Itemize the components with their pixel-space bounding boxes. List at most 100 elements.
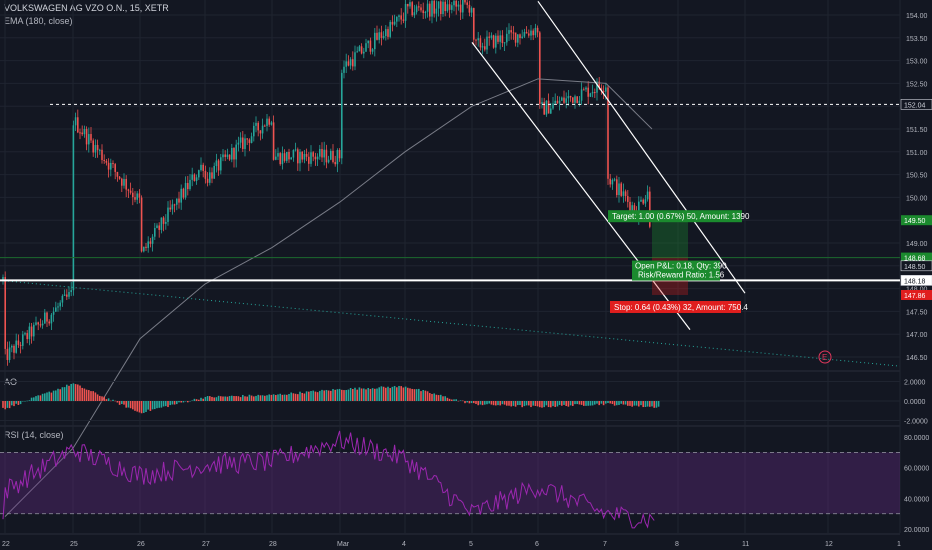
ao-bar — [114, 400, 116, 402]
ao-bar — [567, 401, 570, 407]
candle-body — [59, 302, 61, 307]
target-label-box — [608, 210, 742, 223]
candle-body — [15, 340, 17, 353]
y-tick-label: 147.50 — [906, 309, 928, 316]
ao-bar — [433, 393, 435, 401]
candle-body — [437, 1, 440, 9]
rsi-tick-label: 80.0000 — [904, 435, 929, 442]
candle-body — [611, 179, 614, 185]
ao-bar — [275, 394, 277, 401]
candle-body — [530, 30, 532, 36]
candle-body — [191, 174, 193, 180]
ao-bar — [508, 401, 510, 406]
candle-body — [70, 290, 72, 293]
candle-body — [138, 193, 141, 198]
ao-bar — [270, 394, 273, 401]
candle-body — [473, 8, 475, 40]
ao-bar — [358, 387, 361, 401]
ao-bar — [63, 387, 66, 401]
candle-body — [565, 98, 567, 103]
candle-body — [492, 35, 495, 48]
ao-bar — [94, 392, 97, 401]
candle-body — [66, 294, 68, 297]
candle-body — [279, 153, 281, 165]
candle-body — [79, 132, 81, 134]
ao-bar — [442, 396, 444, 401]
ao-bar — [521, 401, 523, 408]
candle-body — [517, 34, 519, 43]
ao-bar — [583, 401, 585, 406]
candle-body — [380, 32, 383, 38]
candle-body — [26, 333, 28, 340]
ao-bar — [217, 395, 220, 401]
ao-bar — [420, 391, 422, 401]
ao-bar — [591, 401, 594, 406]
ao-bar — [495, 401, 497, 406]
ao-bar — [184, 401, 187, 402]
ao-bar — [510, 401, 512, 407]
candle-body — [602, 90, 605, 92]
candle-body — [96, 144, 99, 151]
x-tick-label: 11 — [742, 541, 749, 548]
ao-bar — [411, 388, 413, 401]
ao-bar — [169, 401, 171, 406]
candle-body — [132, 192, 134, 198]
symbol-title[interactable]: VOLKSWAGEN AG VZO O.N., 15, XETR — [4, 3, 169, 13]
candle-body — [125, 179, 127, 190]
price-label: 148.68 — [904, 256, 926, 263]
ao-bar — [206, 396, 209, 401]
y-tick-label: 149.00 — [906, 241, 928, 248]
candle-body — [253, 125, 255, 137]
ao-bar — [613, 401, 616, 406]
candle-body — [105, 160, 108, 163]
candle-body — [510, 30, 512, 33]
candle-body — [501, 35, 504, 44]
ao-bar — [446, 397, 449, 401]
ao-bar — [79, 385, 81, 401]
candle-body — [330, 150, 332, 160]
ao-bar — [503, 401, 506, 405]
ao-bar — [462, 400, 464, 402]
ao-bar — [257, 394, 259, 401]
ao-bar — [46, 392, 48, 401]
ao-bar — [365, 389, 367, 401]
ao-bar — [620, 401, 622, 404]
ao-bar — [655, 401, 658, 408]
ema-legend[interactable]: EMA (180, close) — [4, 16, 73, 26]
candle-body — [121, 178, 123, 186]
ao-bar — [519, 401, 521, 406]
ao-bar — [303, 393, 306, 401]
candle-body — [521, 36, 523, 38]
candle-body — [180, 188, 182, 203]
ao-bar — [404, 386, 407, 401]
ao-bar — [213, 397, 215, 401]
candle-body — [433, 0, 435, 14]
ao-bar — [468, 401, 471, 404]
ao-bar — [187, 401, 189, 403]
candle-body — [479, 38, 482, 48]
ao-bar — [506, 401, 508, 406]
ao-bar — [627, 401, 629, 406]
price-label-box — [901, 215, 932, 226]
rsi-tick-label: 20.0000 — [904, 527, 929, 534]
target-label: Target: 1.00 (0.67%) 50, Amount: 1390 — [612, 212, 750, 221]
candle-body — [523, 32, 526, 37]
ao-bar — [288, 394, 290, 401]
candle-body — [220, 157, 222, 171]
pnl-label-box — [632, 260, 720, 281]
candle-body — [525, 32, 528, 34]
candle-body — [239, 137, 242, 143]
candle-body — [638, 201, 640, 218]
rsi-legend[interactable]: RSI (14, close) — [4, 430, 64, 440]
candle-body — [435, 8, 438, 14]
ao-bar — [140, 401, 143, 414]
ao-bar — [334, 389, 336, 401]
candle-body — [242, 137, 244, 149]
candle-body — [8, 347, 11, 360]
candle-body — [391, 21, 394, 25]
ao-bar — [195, 399, 198, 401]
stop-label: Stop: 0.64 (0.43%) 32, Amount: 750.4 — [614, 303, 748, 312]
ao-bar — [17, 401, 20, 405]
ao-bar — [488, 401, 490, 404]
